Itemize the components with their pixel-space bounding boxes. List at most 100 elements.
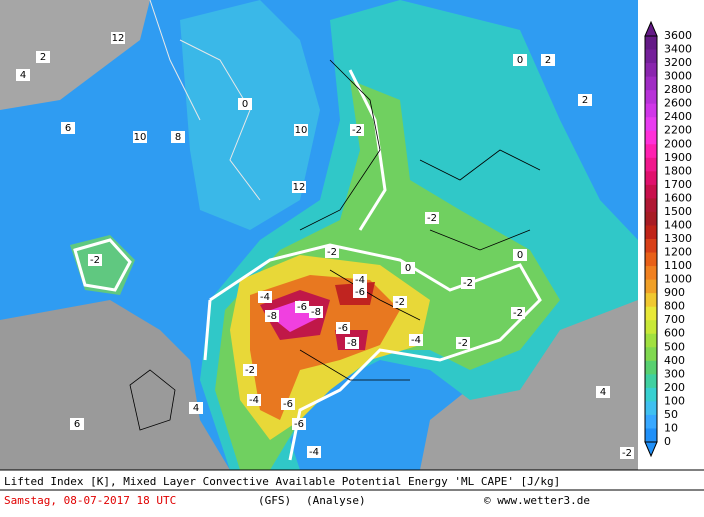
legend-swatch	[645, 239, 657, 254]
legend-swatch	[645, 266, 657, 281]
contour-label: 6	[74, 419, 80, 430]
legend-swatch	[645, 293, 657, 308]
legend-label: 2600	[664, 97, 692, 110]
contour-zero	[203, 243, 542, 461]
legend-label: 200	[664, 381, 685, 394]
contour-label: -8	[311, 307, 321, 318]
label-box	[409, 334, 423, 346]
contour-label: -4	[260, 292, 270, 303]
contour-label: -4	[355, 275, 365, 286]
contour-label: 0	[405, 263, 411, 274]
legend-label: 400	[664, 354, 685, 367]
legend-swatch	[645, 374, 657, 389]
contour-label: -2	[458, 338, 468, 349]
label-box	[620, 447, 634, 459]
legend-label: 700	[664, 313, 685, 326]
contour-label: -6	[355, 287, 365, 298]
legend-swatch	[645, 103, 657, 118]
contour-label: 12	[293, 182, 306, 193]
legend-swatch	[645, 211, 657, 226]
label-box	[511, 307, 525, 319]
label-box	[292, 181, 306, 193]
legend-swatch	[645, 157, 657, 172]
legend-swatch	[645, 360, 657, 375]
contour-label: -4	[309, 447, 319, 458]
label-box	[281, 398, 295, 410]
coastline	[129, 369, 176, 431]
legend-label: 300	[664, 367, 685, 380]
caption-date: Samstag, 08-07-2017 18 UTC	[4, 494, 176, 507]
legend-label: 500	[664, 340, 685, 353]
legend-swatch	[645, 36, 657, 51]
label-box	[265, 310, 279, 322]
label-box	[336, 322, 350, 334]
legend-swatch	[645, 306, 657, 321]
contour-label: 6	[65, 123, 71, 134]
legend-label: 3000	[664, 70, 692, 83]
borders	[299, 59, 541, 381]
legend-swatch	[645, 63, 657, 78]
contour-label: 10	[295, 125, 308, 136]
label-box	[292, 418, 306, 430]
caption-run: (Analyse)	[306, 494, 366, 507]
legend-label: 1500	[664, 205, 692, 218]
label-box	[70, 418, 84, 430]
legend-label: 3600	[664, 29, 692, 42]
land-gray	[0, 300, 230, 470]
caption-credit: © www.wetter3.de	[484, 494, 590, 507]
label-box	[578, 94, 592, 106]
caption-model: (GFS)	[258, 494, 291, 507]
contour-label: 4	[193, 403, 199, 414]
legend-swatch	[645, 387, 657, 402]
contour-label: 0	[242, 99, 248, 110]
legend-swatch	[645, 130, 657, 145]
contour-label: -2	[513, 308, 523, 319]
legend-swatch	[645, 49, 657, 64]
legend-swatch	[645, 90, 657, 105]
label-box	[456, 337, 470, 349]
contour-label: 10	[134, 132, 147, 143]
legend-label: 1900	[664, 151, 692, 164]
label-box	[238, 98, 252, 110]
label-box	[350, 124, 364, 136]
legend-swatch	[645, 333, 657, 348]
color-legend: 3600340032003000280026002400220020001900…	[644, 20, 692, 458]
legend-label: 1400	[664, 218, 692, 231]
legend-swatch	[645, 198, 657, 213]
legend-frame	[644, 35, 658, 443]
contour-label: 0	[517, 55, 523, 66]
label-box	[513, 249, 527, 261]
contour-label: 4	[20, 70, 26, 81]
contour-zero	[348, 69, 387, 231]
legend-label: 800	[664, 300, 685, 313]
legend-label: 2400	[664, 110, 692, 123]
label-box	[345, 337, 359, 349]
label-box	[189, 402, 203, 414]
legend-swatch	[645, 428, 657, 443]
contour-label: -2	[245, 365, 255, 376]
label-box	[243, 364, 257, 376]
legend-label: 1800	[664, 164, 692, 177]
contour-label: -6	[297, 302, 307, 313]
label-box	[596, 386, 610, 398]
label-box	[425, 212, 439, 224]
contour-label: 8	[175, 132, 181, 143]
legend-swatch	[645, 76, 657, 91]
contour-label: 0	[517, 250, 523, 261]
contour-label: -2	[395, 297, 405, 308]
contour-label: 2	[582, 95, 588, 106]
legend-swatch	[645, 320, 657, 335]
contour-label: 2	[40, 52, 46, 63]
contour-label: -6	[283, 399, 293, 410]
label-box	[393, 296, 407, 308]
legend-swatch	[645, 225, 657, 240]
contour-label: -2	[622, 448, 632, 459]
label-box	[16, 69, 30, 81]
legend-swatch	[645, 401, 657, 416]
contour-label: 12	[112, 33, 125, 44]
label-box	[171, 131, 185, 143]
label-box	[111, 32, 125, 44]
contour-label: -8	[347, 338, 357, 349]
